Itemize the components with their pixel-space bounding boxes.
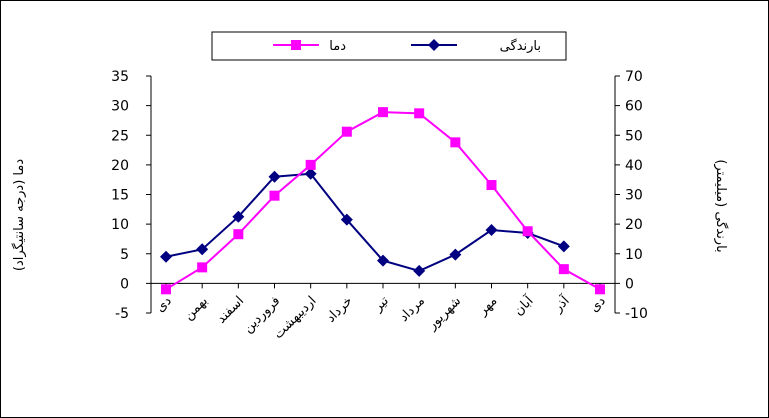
right-tick-label: -10 [625,306,648,322]
temp-point [414,108,425,119]
legend: دما بارندگی [211,31,567,61]
rain-point [196,243,209,256]
left-tick-label: 30 [111,99,129,115]
category-label: شهریور [424,294,464,334]
category-label: آبان [510,291,538,319]
legend-label-rain: بارندگی [500,38,541,54]
legend-marker-rain [428,39,440,51]
rain-point [413,264,426,277]
temp-point [233,229,244,240]
left-tick-label: 10 [111,217,129,233]
rain-point [160,250,172,263]
rain-point [485,224,498,237]
right-tick-label: 10 [625,247,643,263]
left-tick-label: 20 [111,158,129,174]
rain-point [304,167,317,180]
rain-point [268,170,281,183]
series-temp [161,107,605,295]
legend-marker-temp [291,40,301,50]
legend-label-temp: دما [329,39,346,54]
series-rain [160,167,570,277]
right-tick-label: 40 [625,158,643,174]
right-tick-label: 70 [625,69,643,85]
temp-point [197,262,208,273]
category-label: اسفند [214,294,247,327]
category-label: آذر [549,291,574,316]
category-label: دی [153,293,175,315]
left-tick-label: 5 [120,247,129,263]
temp-point [161,284,171,295]
rain-point [377,254,389,267]
temp-point [269,190,280,201]
legend-box [211,31,567,61]
rain-point [232,210,245,223]
rain-point [449,248,462,261]
series-line-rain [165,172,565,272]
category-label: مهر [475,294,501,320]
left-tick-label: -5 [115,306,129,322]
category-label: تیر [370,293,392,315]
right-tick-label: 30 [625,188,643,204]
right-tick-label: 20 [625,217,643,233]
rain-point [340,213,353,226]
category-label: خرداد [324,294,356,326]
left-tick-label: 15 [111,188,129,204]
temp-point [450,137,461,148]
left-tick-label: 25 [111,128,129,144]
right-axis-ticks: -10 0 10 20 30 40 50 60 70 [615,69,648,322]
temp-point [486,180,497,191]
right-axis-title: بارندگی (میلیمتر) [713,159,729,252]
right-tick-label: 50 [625,128,643,144]
left-axis-title: دما (درجه سانتیگراد) [11,159,27,271]
rain-point [557,240,570,253]
category-label: دی [587,293,609,315]
category-label: مرداد [397,294,428,325]
temp-point [305,159,316,170]
temp-point [595,284,605,295]
temp-point [341,126,352,137]
temp-point [558,264,569,275]
right-tick-label: 60 [625,99,643,115]
left-axis-ticks: -5 0 5 10 15 20 25 30 35 [111,69,151,322]
temp-point [522,226,533,237]
temp-point [378,107,388,118]
right-tick-label: 0 [625,276,634,292]
left-tick-label: 0 [120,276,129,292]
left-tick-label: 35 [111,69,129,85]
category-label: بهمن [181,294,211,324]
